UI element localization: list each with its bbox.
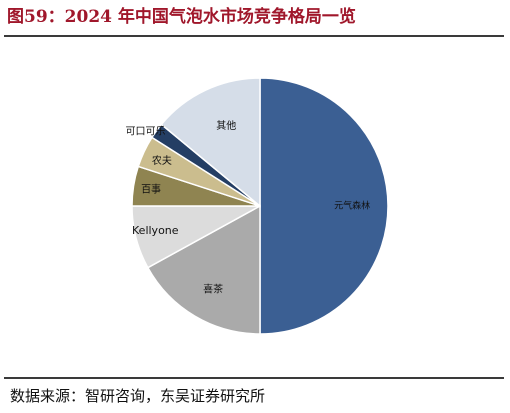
slice-label-7: 其他 [216,119,236,132]
source-note: 数据来源：智研咨询，东吴证券研究所 [10,387,266,405]
pie-slices [131,77,389,335]
title-divider [4,35,504,37]
slice-label-3: Kellyone [132,224,179,237]
pie-chart: 元气森林喜茶 Kellyone 百事 农夫 可口可乐 其他 [0,38,510,376]
slice-label-5: 农夫 [152,154,172,167]
slice-label-6: 可口可乐 [125,126,165,138]
slice-label-1: 元气森林 [334,200,370,212]
pie-slice-7 [160,77,261,208]
source-divider [4,377,504,379]
figure-title: 图59：2024 年中国气泡水市场竞争格局一览 [7,7,356,27]
slice-label-2: 喜茶 [203,282,223,295]
pie-slice-2 [146,204,261,335]
slice-label-4: 百事 [141,182,161,195]
pie-slice-1 [259,77,389,335]
